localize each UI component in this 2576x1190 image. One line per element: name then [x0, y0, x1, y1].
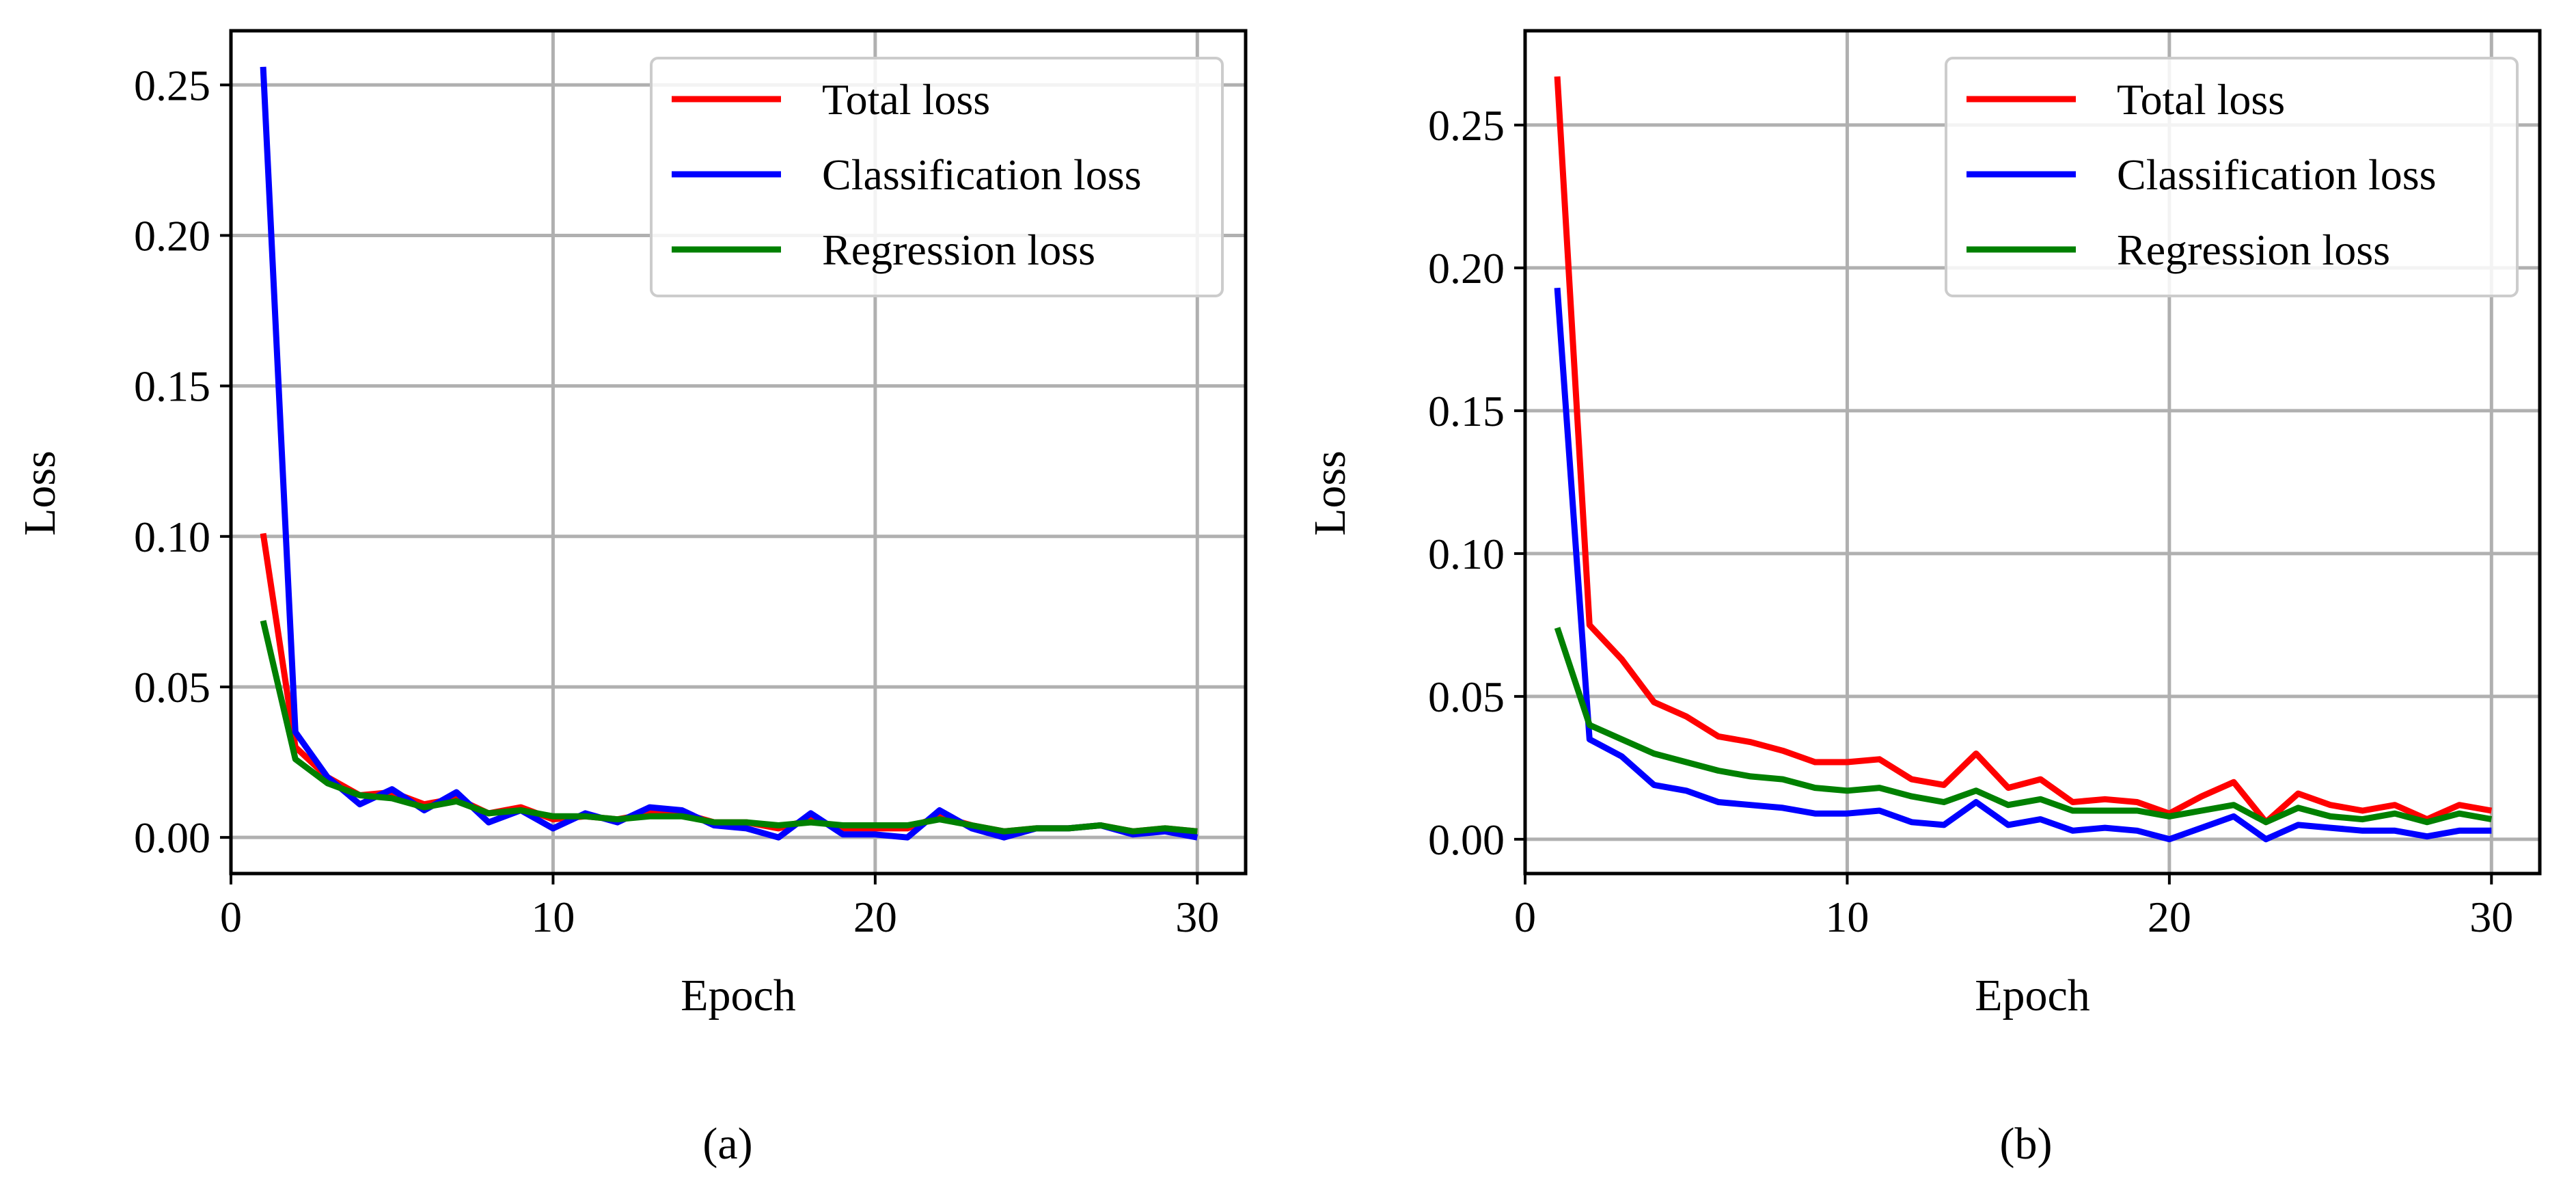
legend-frame	[650, 57, 1224, 297]
y-tick-label: 0.20	[1428, 244, 1505, 293]
x-tick-label: 10	[1825, 893, 1869, 941]
y-tick-label: 0.05	[134, 663, 210, 712]
x-tick-label: 10	[531, 893, 575, 941]
y-tick-label: 0.10	[1428, 530, 1505, 578]
y-tick-label: 0.00	[134, 813, 210, 862]
x-axis-label: Epoch	[681, 971, 796, 1020]
plot-frame	[229, 29, 1248, 876]
y-axis-label: Loss	[1305, 450, 1355, 536]
y-tick-label: 0.00	[1428, 815, 1505, 864]
x-tick-label: 30	[1175, 893, 1219, 941]
y-tick-label: 0.25	[134, 61, 210, 109]
x-tick-label: 20	[853, 893, 897, 941]
subfigure-caption: (b)	[2000, 1119, 2053, 1169]
chart-b: 0 10 20 30 0.00 0.05 0.10 0.15 0.20 0.25 Epoch Loss…	[1305, 29, 2542, 1169]
series-line-total	[260, 532, 1198, 835]
legend-label-classification: Classification loss	[2117, 150, 2437, 199]
y-tick-label: 0.15	[1428, 387, 1505, 435]
chart-a: 0 10 20 30 0.00 0.05 0.10 0.15 0.20 0.25 Epoch Loss…	[15, 29, 1248, 1169]
x-tick-label: 20	[2148, 893, 2191, 941]
y-tick-label: 0.05	[1428, 673, 1505, 721]
legend-label-total: Total loss	[822, 75, 990, 124]
series-line-regression	[1554, 627, 2493, 826]
legend-label-classification: Classification loss	[822, 150, 1142, 199]
x-tick-label: 0	[1514, 893, 1536, 941]
series-line-classification	[1554, 287, 2492, 843]
x-tick-label: 30	[2469, 893, 2513, 941]
legend-label-total: Total loss	[2117, 75, 2285, 124]
legend: Total loss Classification loss Regression …	[650, 57, 1224, 297]
legend: Total loss Classification loss Regression …	[1945, 57, 2519, 297]
x-tick-label: 0	[220, 893, 242, 941]
y-tick-label: 0.15	[134, 362, 210, 411]
legend-frame	[1945, 57, 2519, 297]
series-line-regression	[260, 620, 1198, 835]
y-tick-label: 0.10	[134, 513, 210, 561]
subfigure-caption: (a)	[702, 1119, 752, 1169]
plot-frame	[1523, 29, 2542, 876]
x-axis-label: Epoch	[1975, 971, 2090, 1020]
legend-label-regression: Regression loss	[2117, 226, 2390, 274]
y-tick-label: 0.20	[134, 211, 210, 260]
legend-label-regression: Regression loss	[822, 226, 1095, 274]
series-line-total	[1554, 76, 2493, 826]
y-tick-label: 0.25	[1428, 101, 1505, 150]
y-axis-label: Loss	[15, 450, 65, 536]
